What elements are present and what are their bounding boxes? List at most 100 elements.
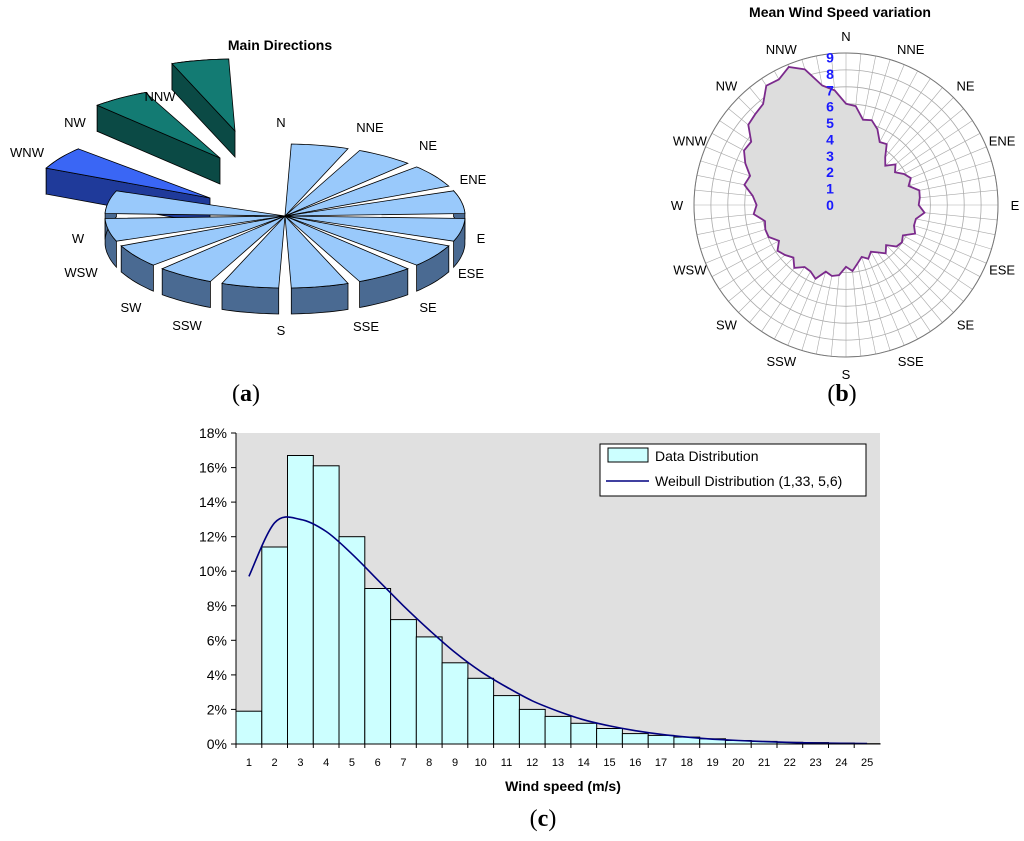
y-tick-label: 0%: [207, 736, 227, 752]
bar-1: [235, 710, 263, 745]
bar-9: [441, 662, 469, 745]
pie-label-e: E: [477, 231, 486, 246]
x-tick-label: 4: [323, 757, 329, 769]
legend-label-weibull: Weibull Distribution (1,33, 5,6): [655, 473, 842, 489]
y-tick-label: 4%: [207, 667, 227, 683]
x-tick-label: 12: [526, 757, 538, 769]
bar-10: [467, 677, 495, 745]
radar-tick-3: 3: [826, 148, 834, 164]
radar-label-ene: ENE: [989, 133, 1016, 148]
pie-label-sse: SSE: [353, 319, 379, 334]
bar-6: [364, 588, 392, 745]
pie-label-se: SE: [419, 300, 437, 315]
y-tick-label: 6%: [207, 632, 227, 648]
legend: Data Distribution Weibull Distribution (…: [599, 443, 867, 497]
bar-4: [312, 465, 340, 745]
pie-label-nw: NW: [64, 115, 86, 130]
x-tick-label: 3: [297, 757, 303, 769]
bar-14: [570, 722, 598, 745]
y-tick-label: 2%: [207, 701, 227, 717]
pie-slice-e: [284, 215, 466, 242]
x-ticks: 1 2 3 4 5 6 7 8 9 10 11 12 13 14 15 16 17 18 19 20 21 22 23 24 2…: [235, 744, 873, 769]
pie-label-ese: ESE: [458, 266, 484, 281]
y-tick-label: 16%: [199, 460, 227, 476]
bar-7: [390, 619, 417, 745]
y-tick-label: 12%: [199, 529, 227, 545]
x-tick-label: 25: [861, 757, 873, 769]
caption-c-letter: c: [538, 806, 549, 832]
caption-a-letter: a: [240, 381, 252, 407]
pie-label-w: W: [72, 231, 85, 246]
legend-swatch-data: [607, 447, 649, 463]
radar-series-polygon: [743, 66, 926, 280]
pie-label-ssw: SSW: [172, 318, 202, 333]
bar-17: [647, 734, 675, 745]
weibull-line: [248, 516, 868, 745]
pie-title: Main Directions: [228, 37, 332, 53]
pie-label-ne: NE: [419, 138, 437, 153]
radar-tick-7: 7: [826, 82, 834, 98]
pie-slice-sse: [284, 214, 349, 289]
bar-series: [235, 455, 881, 745]
bar-13: [544, 715, 572, 745]
x-tick-label: 6: [375, 757, 381, 769]
x-tick-label: 14: [578, 757, 590, 769]
y-tick-label: 8%: [207, 598, 227, 614]
pie-slice-ene: [284, 190, 466, 217]
pie-label-n: N: [276, 115, 285, 130]
pie-slice-nw: [96, 92, 221, 159]
radar-label-w: W: [671, 198, 684, 213]
pie-top-face: [45, 58, 466, 289]
x-tick-label: 18: [681, 757, 693, 769]
x-tick-label: 13: [552, 757, 564, 769]
pie-slice-ssw: [161, 215, 286, 282]
pie-slice-se: [284, 215, 409, 282]
pie-label-wnw: WNW: [10, 145, 45, 160]
radar-tick-8: 8: [826, 66, 834, 82]
radar-tick-9: 9: [826, 50, 834, 66]
bar-16: [621, 733, 649, 745]
pie-slice-wnw: [45, 148, 211, 199]
radar-label-nnw: NNW: [766, 42, 798, 57]
x-tick-label: 21: [758, 757, 770, 769]
pie-slice-w: [104, 190, 286, 217]
y-tick-label: 18%: [199, 425, 227, 441]
radar-label-n: N: [841, 29, 850, 44]
radar-label-s: S: [842, 367, 851, 382]
pie-slice-n: [284, 143, 349, 218]
radar-label-sw: SW: [716, 318, 738, 333]
x-tick-label: 8: [426, 757, 432, 769]
radar-tick-0: 0: [826, 197, 834, 213]
radar-label-ssw: SSW: [766, 354, 796, 369]
pie-slice-s: [221, 214, 286, 289]
bar-3: [287, 455, 314, 745]
x-tick-label: 1: [246, 757, 252, 769]
x-tick-label: 11: [501, 757, 512, 769]
radar-label-ese: ESE: [989, 263, 1015, 278]
caption-b-letter: b: [835, 381, 848, 407]
caption-c: (c): [530, 806, 557, 832]
x-tick-label: 22: [784, 757, 796, 769]
pie-slice-nne: [284, 150, 409, 217]
x-tick-label: 20: [732, 757, 744, 769]
pie-slice-ese: [284, 215, 450, 266]
y-tick-label: 10%: [199, 563, 227, 579]
y-tick-label: 14%: [199, 494, 227, 510]
radar-tick-5: 5: [826, 115, 834, 131]
x-tick-label: 17: [655, 757, 667, 769]
pie-slice-ne: [284, 166, 450, 217]
bar-8: [415, 636, 443, 745]
radar-series: [743, 66, 926, 280]
radar-label-nne: NNE: [897, 42, 925, 57]
pie-slice-nnw: [171, 58, 236, 133]
legend-label-data: Data Distribution: [655, 448, 759, 464]
radar-tick-2: 2: [826, 164, 834, 180]
x-tick-label: 2: [272, 757, 278, 769]
x-tick-label: 5: [349, 757, 355, 769]
bar-12: [518, 708, 546, 745]
radar-label-ne: NE: [956, 79, 974, 94]
x-axis-label: Wind speed (m/s): [505, 778, 621, 794]
